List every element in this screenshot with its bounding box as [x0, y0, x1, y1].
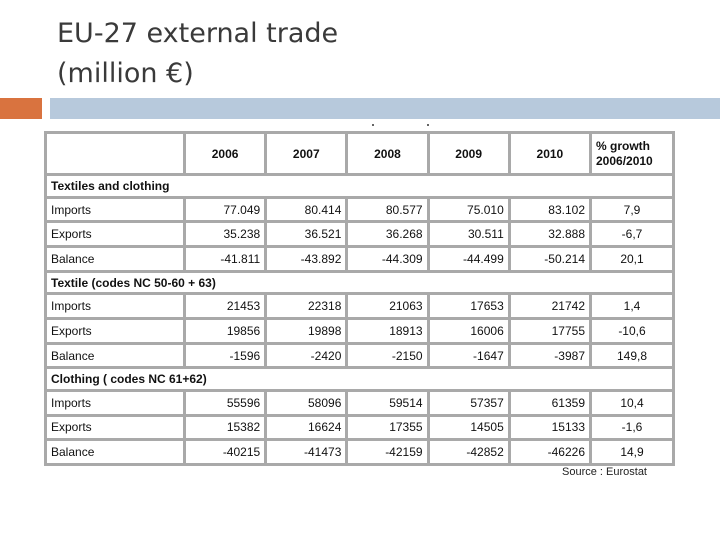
value-cell: 14505 [429, 416, 508, 439]
row-label: Balance [47, 344, 183, 367]
value-cell: 61359 [510, 391, 589, 414]
growth-cell: -1,6 [592, 416, 672, 439]
value-cell: -1647 [429, 344, 508, 367]
source-note: Source : Eurostat [562, 466, 647, 478]
row-label: Imports [47, 198, 183, 221]
value-cell: 80.414 [267, 198, 346, 221]
value-cell: 21453 [186, 295, 265, 318]
value-cell: 17755 [510, 320, 589, 342]
value-cell: 58096 [267, 391, 346, 414]
value-cell: 19898 [267, 320, 346, 342]
section-title: Textile (codes NC 50-60 + 63) [47, 272, 672, 293]
row-label: Imports [47, 391, 183, 414]
table-row: Balance -1596 -2420 -2150 -1647 -3987 149,8 [47, 344, 672, 367]
growth-cell: 7,9 [592, 198, 672, 221]
value-cell: 36.268 [348, 223, 427, 246]
value-cell: -50.214 [510, 248, 589, 270]
table-row: Imports 21453 22318 21063 17653 21742 1,4 [47, 295, 672, 318]
section-row: Textiles and clothing [47, 176, 672, 196]
trade-table: 2006 2007 2008 2009 2010 % growth 2006/20… [44, 131, 675, 466]
value-cell: 35.238 [186, 223, 265, 246]
value-cell: -40215 [186, 441, 265, 463]
accent-block [0, 98, 42, 119]
year-header: 2006 [186, 134, 265, 174]
value-cell: 75.010 [429, 198, 508, 221]
section-row: Clothing ( codes NC 61+62) [47, 369, 672, 389]
value-cell: 19856 [186, 320, 265, 342]
value-cell: 77.049 [186, 198, 265, 221]
table-row: Balance -41.811 -43.892 -44.309 -44.499 -50.2… [47, 248, 672, 270]
value-cell: 30.511 [429, 223, 508, 246]
year-header: 2009 [429, 134, 508, 174]
title-line-2: (million €) [57, 58, 194, 89]
growth-header-line-1: % growth [596, 138, 650, 153]
value-cell: -42159 [348, 441, 427, 463]
value-cell: 22318 [267, 295, 346, 318]
row-label: Balance [47, 248, 183, 270]
section-title: Clothing ( codes NC 61+62) [47, 369, 672, 389]
value-cell: -42852 [429, 441, 508, 463]
growth-cell: 149,8 [592, 344, 672, 367]
value-cell: 59514 [348, 391, 427, 414]
row-label: Exports [47, 320, 183, 342]
value-cell: 18913 [348, 320, 427, 342]
scan-mark [372, 124, 374, 126]
growth-cell: 10,4 [592, 391, 672, 414]
value-cell: 80.577 [348, 198, 427, 221]
value-cell: 57357 [429, 391, 508, 414]
value-cell: -3987 [510, 344, 589, 367]
row-label: Exports [47, 223, 183, 246]
value-cell: 15382 [186, 416, 265, 439]
trade-table-image: 2006 2007 2008 2009 2010 % growth 2006/20… [44, 131, 675, 466]
value-cell: -44.309 [348, 248, 427, 270]
value-cell: 83.102 [510, 198, 589, 221]
value-cell: 36.521 [267, 223, 346, 246]
value-cell: 15133 [510, 416, 589, 439]
value-cell: 16006 [429, 320, 508, 342]
growth-cell: 20,1 [592, 248, 672, 270]
value-cell: -43.892 [267, 248, 346, 270]
growth-cell: 14,9 [592, 441, 672, 463]
year-header: 2008 [348, 134, 427, 174]
growth-cell: -6,7 [592, 223, 672, 246]
value-cell: 21742 [510, 295, 589, 318]
table-row: Exports 15382 16624 17355 14505 15133 -1,6 [47, 416, 672, 439]
value-cell: -41.811 [186, 248, 265, 270]
growth-header-line-2: 2006/2010 [596, 153, 653, 168]
value-cell: 55596 [186, 391, 265, 414]
title-line-1: EU-27 external trade [57, 18, 339, 49]
section-title: Textiles and clothing [47, 176, 672, 196]
value-cell: -41473 [267, 441, 346, 463]
value-cell: -1596 [186, 344, 265, 367]
row-label: Balance [47, 441, 183, 463]
year-header: 2007 [267, 134, 346, 174]
table-row: Imports 77.049 80.414 80.577 75.010 83.102 7,9 [47, 198, 672, 221]
row-label: Imports [47, 295, 183, 318]
table-row: Exports 35.238 36.521 36.268 30.511 32.888 -6,… [47, 223, 672, 246]
value-cell: 17653 [429, 295, 508, 318]
value-cell: 16624 [267, 416, 346, 439]
year-header: 2010 [510, 134, 589, 174]
row-label: Exports [47, 416, 183, 439]
header-corner-cell [47, 134, 183, 174]
growth-cell: 1,4 [592, 295, 672, 318]
slide-title: EU-27 external trade (million €) [57, 14, 338, 94]
growth-cell: -10,6 [592, 320, 672, 342]
section-row: Textile (codes NC 50-60 + 63) [47, 272, 672, 293]
table-row: Imports 55596 58096 59514 57357 61359 10,4 [47, 391, 672, 414]
value-cell: 32.888 [510, 223, 589, 246]
table-row: Exports 19856 19898 18913 16006 17755 -10,6 [47, 320, 672, 342]
table-row: Balance -40215 -41473 -42159 -42852 -46226 14,… [47, 441, 672, 463]
growth-header: % growth 2006/2010 [592, 134, 672, 174]
value-cell: 17355 [348, 416, 427, 439]
value-cell: 21063 [348, 295, 427, 318]
value-cell: -44.499 [429, 248, 508, 270]
accent-bar [50, 98, 720, 119]
value-cell: -2150 [348, 344, 427, 367]
value-cell: -46226 [510, 441, 589, 463]
scan-mark [427, 124, 429, 126]
value-cell: -2420 [267, 344, 346, 367]
table-header-row: 2006 2007 2008 2009 2010 % growth 2006/20… [47, 134, 672, 174]
